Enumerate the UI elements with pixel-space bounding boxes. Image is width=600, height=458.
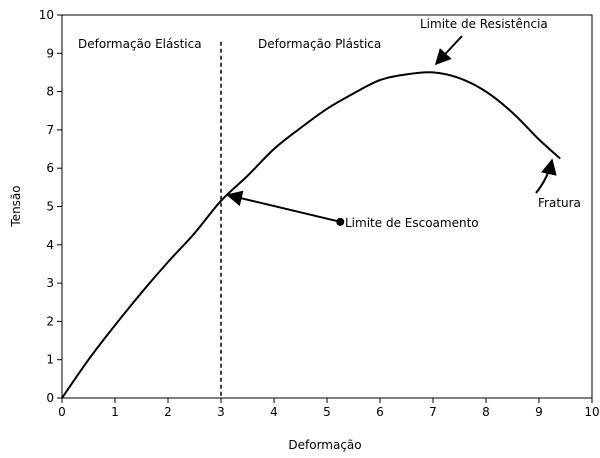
x-tick-label: 2 <box>164 405 172 419</box>
x-tick-label: 4 <box>270 405 278 419</box>
y-tick-label: 0 <box>46 391 54 405</box>
y-tick-label: 9 <box>46 46 54 60</box>
ultimate-strength-label: Limite de Resistência <box>420 17 548 31</box>
y-tick-label: 5 <box>46 200 54 214</box>
x-tick-label: 10 <box>584 405 599 419</box>
y-tick-label: 10 <box>39 8 54 22</box>
x-tick-label: 8 <box>482 405 490 419</box>
stress-strain-curve <box>61 71 561 399</box>
y-axis-ticks: 0 1 2 3 4 5 6 7 8 9 10 <box>39 8 62 405</box>
plastic-region-label: Deformação Plástica <box>258 37 381 51</box>
y-tick-label: 4 <box>46 238 54 252</box>
x-axis-title: Deformação <box>288 438 361 452</box>
y-tick-label: 8 <box>46 85 54 99</box>
fracture-arrow <box>535 158 557 194</box>
ultimate-strength-arrow <box>434 35 463 66</box>
x-tick-label: 6 <box>376 405 384 419</box>
y-tick-label: 2 <box>46 314 54 328</box>
x-tick-label: 7 <box>429 405 437 419</box>
elastic-region-label: Deformação Elástica <box>78 37 202 51</box>
y-tick-label: 6 <box>46 161 54 175</box>
yield-marker-dot <box>336 217 345 226</box>
x-tick-label: 9 <box>535 405 543 419</box>
y-tick-label: 3 <box>46 276 54 290</box>
fracture-label: Fratura <box>538 196 581 210</box>
x-tick-label: 3 <box>217 405 225 419</box>
x-axis-ticks: 0 1 2 3 4 5 6 7 8 9 10 <box>58 398 600 419</box>
plot-frame <box>61 14 593 399</box>
yield-strength-arrow <box>226 190 341 223</box>
x-tick-label: 0 <box>58 405 66 419</box>
y-tick-label: 7 <box>46 123 54 137</box>
x-tick-label: 5 <box>323 405 331 419</box>
y-axis-title: Tensão <box>9 185 23 227</box>
yield-strength-label: Limite de Escoamento <box>345 216 479 230</box>
y-tick-label: 1 <box>46 353 54 367</box>
x-tick-label: 1 <box>111 405 119 419</box>
